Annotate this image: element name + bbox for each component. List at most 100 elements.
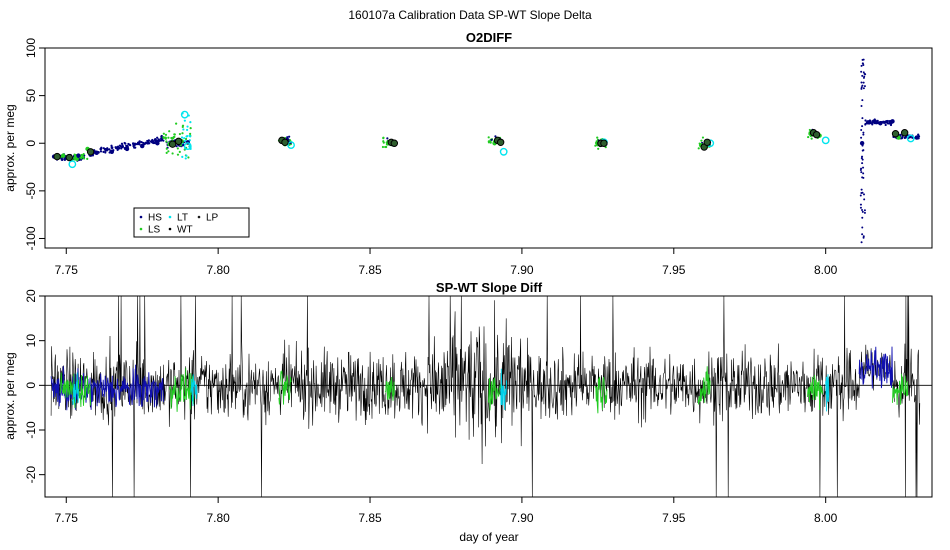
hs-point bbox=[860, 87, 863, 90]
hs-marker bbox=[866, 120, 871, 125]
hs-point bbox=[136, 141, 140, 144]
lt-marker bbox=[906, 134, 915, 143]
lp-marker bbox=[703, 138, 711, 146]
legend-marker bbox=[168, 227, 172, 231]
ls-point bbox=[164, 137, 167, 140]
hs-point bbox=[861, 99, 864, 102]
hs-point bbox=[146, 139, 149, 143]
lt-point bbox=[185, 154, 188, 157]
x-tick-label: 7.85 bbox=[358, 511, 382, 525]
lp-marker bbox=[281, 138, 289, 146]
hs-point bbox=[862, 236, 865, 239]
legend-label: HS bbox=[148, 213, 162, 224]
ls-point bbox=[487, 136, 490, 139]
hs-point bbox=[860, 188, 863, 191]
lt-trace bbox=[71, 372, 79, 406]
hs-point bbox=[494, 135, 497, 138]
ls-point bbox=[164, 133, 168, 136]
hs-point bbox=[860, 81, 863, 84]
ls-trace bbox=[278, 370, 292, 405]
hs-point bbox=[899, 133, 902, 136]
sp-wt-trace bbox=[50, 295, 921, 498]
lt-point bbox=[180, 136, 184, 139]
y-tick-label: -10 bbox=[24, 421, 38, 439]
ls-point bbox=[165, 147, 168, 150]
hs-point bbox=[146, 142, 150, 145]
slope-diff-axes: 7.75 7.80 7.85 7.90 7.95 8.00 -20 -10 0 10 20 bbox=[24, 289, 838, 525]
slope-diff-plot-frame bbox=[44, 295, 933, 498]
ls-point bbox=[168, 130, 171, 133]
lt-trace bbox=[500, 368, 508, 410]
figure-title: 160107a Calibration Data SP-WT Slope Del… bbox=[348, 8, 592, 22]
hs-point bbox=[861, 162, 864, 165]
ls-point bbox=[178, 150, 181, 154]
hs-point bbox=[889, 123, 893, 127]
lt-point bbox=[188, 134, 191, 137]
wt-marker bbox=[168, 140, 177, 148]
hs-point bbox=[873, 121, 877, 124]
ls-point bbox=[170, 136, 173, 140]
ls-point bbox=[384, 145, 387, 149]
lt-trace bbox=[190, 374, 198, 407]
ls-point bbox=[700, 139, 703, 142]
hs-point bbox=[861, 62, 864, 65]
hs-point bbox=[862, 172, 865, 175]
x-tick-label: 8.00 bbox=[814, 511, 838, 525]
hs-marker bbox=[124, 146, 130, 152]
hs-point bbox=[144, 142, 147, 145]
hs-point bbox=[861, 226, 864, 229]
ls-point bbox=[176, 153, 180, 156]
hs-point bbox=[860, 171, 863, 174]
ls-point bbox=[165, 140, 168, 143]
hs-point bbox=[888, 120, 891, 123]
lt-point bbox=[189, 121, 192, 124]
hs-point bbox=[871, 120, 875, 123]
o2diff-panel: O2DIFF approx. per meg 7.75 7.80 7.85 7.90 7… bbox=[3, 30, 933, 277]
x-tick-label: 7.75 bbox=[55, 511, 79, 525]
ls-trace bbox=[697, 366, 711, 405]
lt-marker bbox=[180, 110, 189, 119]
hs-point bbox=[861, 158, 864, 161]
o2diff-title: O2DIFF bbox=[466, 30, 512, 45]
hs-point bbox=[127, 142, 130, 146]
hs-point bbox=[156, 136, 159, 139]
hs-point bbox=[861, 125, 864, 128]
legend-label: LS bbox=[148, 225, 161, 236]
hs-point bbox=[860, 129, 863, 132]
lp-marker bbox=[496, 138, 505, 146]
hs-point bbox=[104, 147, 107, 151]
hs-point bbox=[108, 148, 111, 151]
ls-point bbox=[596, 136, 599, 139]
ls-point bbox=[82, 157, 86, 160]
y-tick-label: -20 bbox=[24, 466, 38, 484]
lp-marker bbox=[53, 152, 61, 161]
hs-point bbox=[863, 211, 866, 214]
hs-point bbox=[860, 241, 863, 244]
ls-point bbox=[189, 127, 192, 130]
hs-point bbox=[863, 72, 866, 75]
y-tick-label: 10 bbox=[24, 334, 38, 348]
lt-point bbox=[184, 157, 187, 160]
lp-marker bbox=[174, 137, 183, 146]
hs-point bbox=[134, 146, 137, 149]
y-tick-label: 100 bbox=[24, 38, 38, 58]
ls-point bbox=[176, 147, 179, 150]
ls-trace bbox=[594, 376, 608, 414]
hs-point bbox=[861, 176, 864, 179]
y-tick-label: -100 bbox=[24, 226, 38, 250]
hs-point bbox=[861, 233, 864, 236]
hs-point bbox=[900, 136, 904, 140]
legend-marker bbox=[168, 215, 172, 219]
lt-point bbox=[185, 128, 189, 132]
hs-point bbox=[860, 86, 863, 89]
lt-point bbox=[183, 119, 186, 122]
lt-point bbox=[186, 125, 189, 128]
ls-point bbox=[167, 150, 170, 153]
lt-marker bbox=[68, 160, 77, 169]
legend-box bbox=[133, 207, 250, 238]
ls-point bbox=[162, 136, 165, 139]
hs-point bbox=[862, 193, 865, 196]
hs-point bbox=[863, 209, 866, 212]
ls-trace bbox=[807, 375, 824, 411]
lt-marker bbox=[499, 147, 508, 156]
